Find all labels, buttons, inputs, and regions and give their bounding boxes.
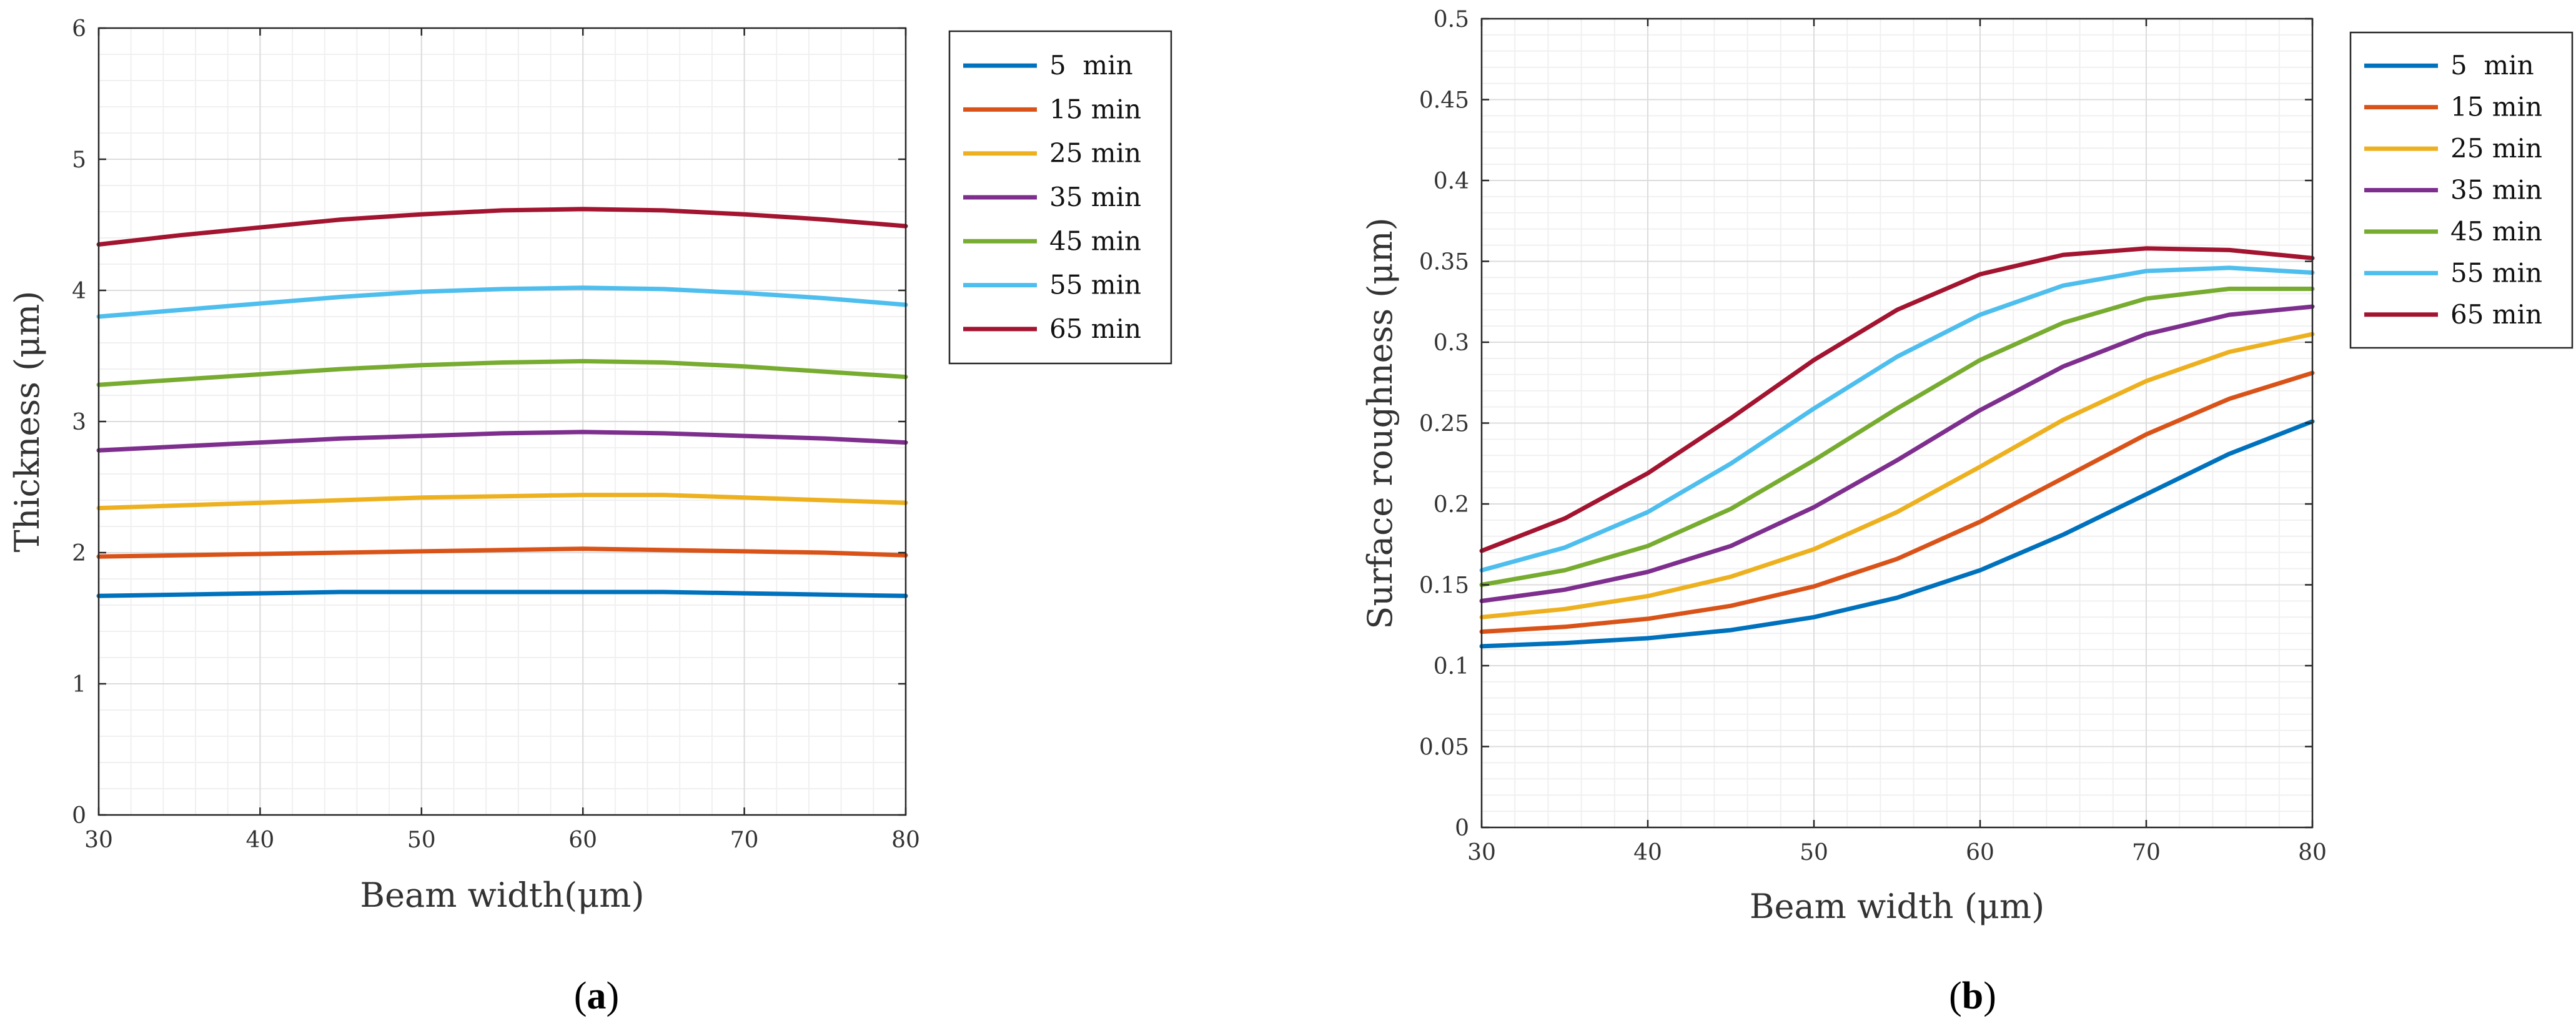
chart-a-thickness: 30 40 50 60 70 80 0 1 2 3 4 5 6 Beam width(μm) Thickne… [7, 16, 1172, 915]
legend-label: 5 min [2450, 50, 2534, 81]
legend-label: 65 min [2450, 299, 2542, 330]
y-axis-label: Surface roughness (μm) [1360, 217, 1400, 629]
y-tick-label: 0.25 [1419, 412, 1469, 437]
series-group-b [1479, 246, 2315, 649]
series-line-65-min [1479, 246, 2315, 553]
x-tick-label: 30 [1467, 840, 1496, 866]
x-tick-label: 50 [407, 827, 436, 853]
y-tick-label: 0.35 [1419, 250, 1469, 275]
y-tick-label: 0 [1455, 816, 1469, 841]
x-tick-label: 60 [568, 827, 597, 853]
chart-b-surface-roughness: 30 40 50 60 70 80 0 0.05 0.1 0.15 0.2 0.25 0.3 0.35 0.… [1360, 7, 2574, 926]
series-line-65-min [96, 207, 908, 247]
caption-a: (a) [574, 975, 619, 1017]
legend-label: 25 min [1049, 138, 1141, 169]
y-tick-label: 0.5 [1434, 7, 1469, 32]
x-axis-label: Beam width(μm) [360, 876, 644, 915]
y-tick-label: 0.3 [1434, 330, 1469, 356]
series-line-5-min [96, 589, 908, 598]
y-tick-label: 0 [72, 803, 86, 829]
series-line-35-min [96, 430, 908, 453]
y-tick-label: 2 [72, 541, 86, 566]
series-line-25-min [1479, 332, 2315, 619]
x-axis-label: Beam width (μm) [1750, 887, 2044, 926]
legend-label: 45 min [1049, 225, 1141, 256]
legend-label: 35 min [1049, 182, 1141, 212]
x-tick-label: 40 [1633, 840, 1662, 866]
legend-b: 5 min 15 min 25 min 35 min 45 min 55 min 65 mi… [2349, 31, 2574, 349]
y-axis-label: Thickness (μm) [7, 291, 47, 553]
x-tick-label: 30 [84, 827, 113, 853]
y-tick-label: 0.05 [1419, 735, 1469, 761]
legend-label: 55 min [2450, 257, 2542, 288]
series-line-55-min [1479, 265, 2315, 573]
legend-label: 15 min [1049, 94, 1141, 124]
series-line-55-min [96, 285, 908, 319]
x-tick-label: 80 [2298, 840, 2327, 866]
series-line-15-min [1479, 370, 2315, 634]
y-tick-label: 0.4 [1434, 169, 1469, 194]
series-line-45-min [96, 358, 908, 387]
series-line-5-min [1479, 419, 2315, 649]
x-tick-label: 80 [891, 827, 920, 853]
y-tick-label: 0.45 [1419, 88, 1469, 114]
legend-label: 5 min [1049, 50, 1133, 81]
y-tick-label: 3 [72, 410, 86, 435]
y-tick-label: 6 [72, 16, 86, 42]
series-line-45-min [1479, 287, 2315, 587]
series-line-25-min [96, 493, 908, 511]
x-tick-label: 60 [1966, 840, 1994, 866]
y-tick-label: 0.15 [1419, 573, 1469, 599]
y-tick-label: 0.1 [1434, 654, 1469, 679]
legend-label: 65 min [1049, 313, 1141, 344]
series-line-35-min [1479, 304, 2315, 603]
x-tick-label: 70 [2132, 840, 2161, 866]
y-tick-label: 4 [72, 279, 86, 304]
legend-label: 25 min [2450, 133, 2542, 164]
x-tick-label: 50 [1800, 840, 1828, 866]
legend-label: 55 min [1049, 270, 1141, 300]
y-tick-label: 0.2 [1434, 492, 1469, 518]
ticks-a: 30 40 50 60 70 80 0 1 2 3 4 5 6 [72, 16, 920, 853]
ticks-b: 30 40 50 60 70 80 0 0.05 0.1 0.15 0.2 0.25 0.3 0.35 0.… [1419, 7, 2327, 866]
x-tick-label: 40 [245, 827, 274, 853]
caption-b: (b) [1949, 975, 1996, 1017]
x-tick-label: 70 [730, 827, 759, 853]
series-group-a [96, 207, 908, 598]
legend-label: 45 min [2450, 216, 2542, 247]
y-tick-label: 5 [72, 147, 86, 173]
legend-label: 35 min [2450, 175, 2542, 205]
y-tick-label: 1 [72, 672, 86, 698]
legend-label: 15 min [2450, 92, 2542, 122]
legend-a: 5 min 15 min 25 min 35 min 45 min 55 min 65 mi… [948, 30, 1172, 365]
series-line-15-min [96, 546, 908, 559]
